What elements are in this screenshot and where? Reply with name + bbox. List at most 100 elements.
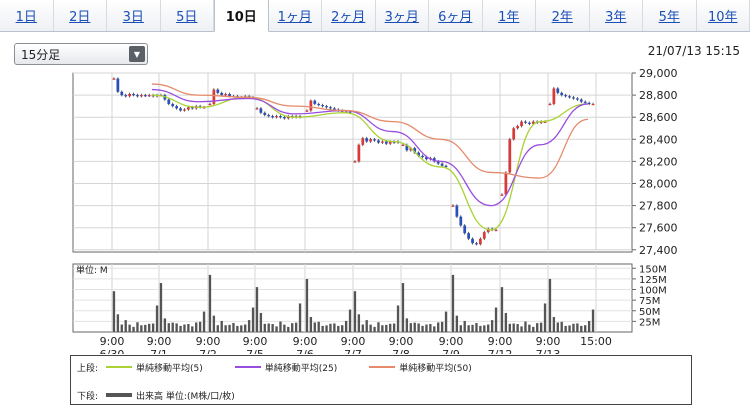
x-tick-time: 15:00 [580,335,612,348]
volume-bar [377,322,380,332]
volume-bar [183,324,186,332]
candle [591,103,595,106]
price-tick-label: 29,000 [639,67,678,80]
volume-bar [405,318,409,332]
candle [381,141,384,143]
tab-period-8[interactable]: 6ヶ月 [429,0,483,31]
x-tick-time: 9:00 [488,335,513,348]
price-tick-label: 28,000 [639,177,678,190]
candle [384,141,388,144]
tab-period-4[interactable]: 10日 [214,0,269,32]
price-tick-label: 27,800 [639,200,678,213]
legend-volume-swatch [106,393,133,397]
volume-bar [444,311,448,332]
volume-bar [580,325,583,332]
period-tabs: 1日 2日 3日 5日 10日 1ヶ月 2ヶ月 3ヶ月 6ヶ月 1年 2年 3年 5年 10年 [0,0,750,32]
candle [504,172,508,195]
candle [202,107,206,109]
candle [405,144,409,151]
volume-bar [479,325,482,332]
price-tick-label: 27,400 [639,244,678,257]
volume-bar [171,322,174,332]
tab-period-13[interactable]: 10年 [697,0,750,31]
candle [175,106,178,109]
volume-bar [365,320,368,332]
x-tick-date: 7/8 [392,348,410,354]
tab-period-11[interactable]: 3年 [590,0,643,31]
sma25-line [151,88,588,207]
volume-bar [556,322,559,332]
volume-bar [255,287,259,332]
tab-period-12[interactable]: 5年 [643,0,697,31]
candle [463,225,467,234]
candle [440,163,444,166]
volume-bar [417,323,420,332]
candle [313,100,317,104]
timestamp: 21/07/13 15:15 [647,44,740,58]
volume-bar [409,323,412,332]
chart-legend: 上段: 単純移動平均(5) 単純移動平均(25) 単純移動平均(50) 下段: … [70,355,692,405]
tab-period-0[interactable]: 1日 [0,0,54,31]
volume-tick-label: 75M [639,296,660,307]
volume-tick-label: 100M [639,286,667,297]
volume-bar [144,324,147,332]
candle [486,228,490,233]
legend-sma50: 単純移動平均(50) [399,363,472,374]
sma50-line [151,83,589,179]
candle [187,107,190,110]
tab-period-1[interactable]: 2日 [54,0,107,31]
volume-bar [294,322,298,332]
volume-bar [348,309,352,332]
volume-bar [341,325,344,332]
candle [309,100,313,111]
volume-bar [413,322,416,332]
candle [183,109,186,111]
volume-bar [552,317,556,332]
candle [124,95,128,97]
volume-bar [344,320,348,332]
tab-period-7[interactable]: 3ヶ月 [376,0,429,31]
candle [179,108,182,111]
candle [417,152,420,156]
volume-bar [576,323,579,332]
candle [329,107,332,109]
candle [208,103,212,106]
x-tick-date: 6/30 [100,348,125,354]
volume-tick-label: 150M [639,264,667,275]
volume-bar [251,307,255,332]
volume-bar [267,323,270,332]
candle [167,99,171,104]
candle [401,144,405,147]
volume-bar [568,325,571,332]
volume-bar [532,326,535,332]
candle [216,89,220,93]
candle [171,103,175,107]
candle [275,116,278,118]
tab-period-5[interactable]: 1ヶ月 [269,0,322,31]
tab-period-2[interactable]: 3日 [107,0,161,31]
volume-bar [309,317,313,332]
candle [444,165,448,168]
price-tick-label: 28,400 [639,133,678,146]
volume-bar [195,322,198,332]
candle [451,205,455,207]
candle [508,139,512,173]
volume-bar [373,326,376,332]
volume-bar [516,324,519,332]
candle [116,78,120,92]
tab-period-3[interactable]: 5日 [161,0,214,31]
volume-bar [325,325,328,332]
volume-tick-label: 50M [639,307,660,318]
tab-period-9[interactable]: 1年 [483,0,536,31]
tab-period-6[interactable]: 2ヶ月 [322,0,376,31]
volume-bar [263,323,266,332]
dropdown-arrow-icon[interactable]: ▼ [129,46,145,62]
volume-bar [329,323,332,332]
volume-bar [155,305,159,332]
tab-period-10[interactable]: 2年 [536,0,590,31]
x-tick-time: 9:00 [293,335,318,348]
volume-bar [536,323,539,332]
candle [267,114,271,117]
interval-select[interactable]: 15分足 ▼ [14,43,148,65]
price-volume-chart: 27,400 27,600 27,800 28,000 28,200 28,400 28,6… [72,67,678,354]
